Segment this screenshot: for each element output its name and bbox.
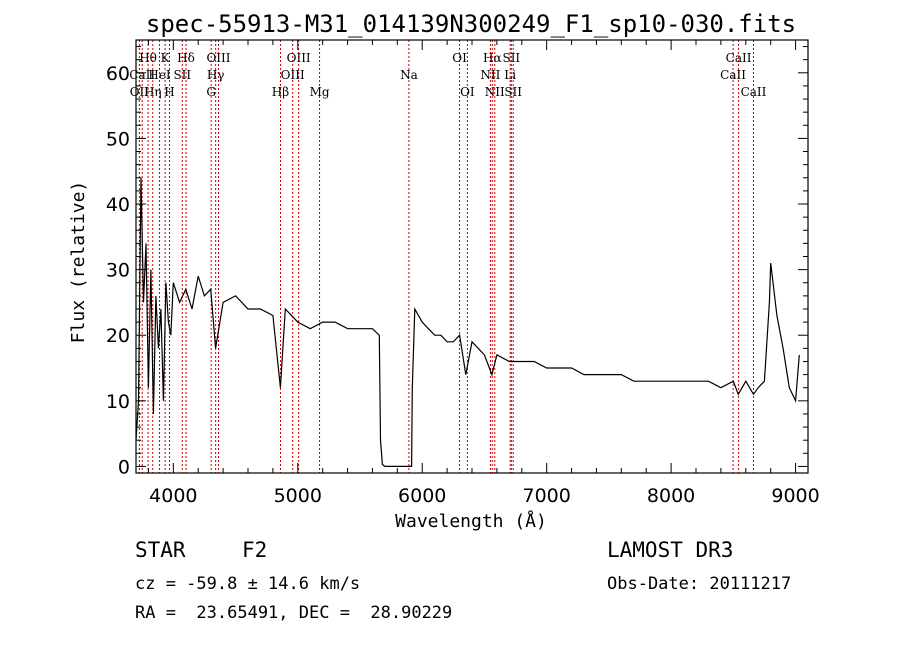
chart-title: spec-55913-M31_014139N300249_F1_sp10-030… [146,10,796,38]
marker-label-22: Li [504,68,516,82]
line-marker-labels: OII Hθ CaII Hη HeI K H SII Hδ G Hγ OIII Hβ OIII OIII Mg… [129,51,766,99]
marker-label-11: OIII [206,51,230,65]
y-tick-label-0: 0 [118,456,130,478]
spectrum-line [135,177,800,467]
marker-label-24: SII [504,85,522,99]
x-tick-label-5: 9000 [771,485,819,507]
line-markers [138,40,754,473]
y-tick-label-5: 50 [106,128,130,150]
x-axis-label: Wavelength (Å) [395,510,547,532]
marker-label-26: CaII [726,51,752,65]
marker-label-23: SII [502,51,520,65]
object-subclass: F2 [242,538,268,562]
x-tick-label-4: 8000 [647,485,695,507]
marker-label-5: K [161,51,171,65]
marker-label-0: OII [130,85,150,99]
marker-label-18: OI [460,85,475,99]
x-tick-label-1: 5000 [274,485,322,507]
marker-label-19: NII [480,68,500,82]
axes: 4000 5000 6000 7000 8000 9000 0 10 20 30 40 50 60 [106,39,820,507]
marker-label-25: CaII [720,68,746,82]
x-tick-label-0: 4000 [149,485,197,507]
object-class: STAR [135,538,186,562]
marker-label-27: CaII [741,85,767,99]
velocity-text: cz = -59.8 ± 14.6 km/s [135,574,361,594]
y-tick-label-1: 10 [106,391,130,413]
marker-label-16: Na [400,68,418,82]
marker-label-15: Mg [310,85,330,99]
marker-label-9: G [206,85,216,99]
marker-label-4: HeI [148,68,171,82]
marker-label-10: Hγ [207,68,225,82]
marker-label-20: Hα [483,51,502,65]
marker-label-1: Hθ [139,51,157,65]
plot-frame [135,39,809,474]
y-tick-label-6: 60 [106,63,130,85]
marker-label-3: Hη [144,85,162,99]
marker-label-14: OIII [287,51,311,65]
obs-date: Obs-Date: 20111217 [607,574,792,594]
marker-label-12: Hβ [272,85,289,99]
x-tick-label-2: 6000 [398,485,446,507]
y-tick-label-4: 40 [106,194,130,216]
survey-name: LAMOST DR3 [607,538,734,562]
y-tick-label-3: 30 [106,260,130,282]
coordinates-text: RA = 23.65491, DEC = 28.90229 [135,603,453,623]
marker-label-6: H [164,85,174,99]
marker-label-21: NII [485,85,505,99]
x-tick-label-3: 7000 [522,485,570,507]
marker-label-7: SII [173,68,191,82]
marker-label-13: OIII [281,68,305,82]
marker-label-8: Hδ [177,51,195,65]
y-axis-label: Flux (relative) [68,181,89,344]
marker-label-17: OI [452,51,467,65]
y-tick-label-2: 20 [106,325,130,347]
